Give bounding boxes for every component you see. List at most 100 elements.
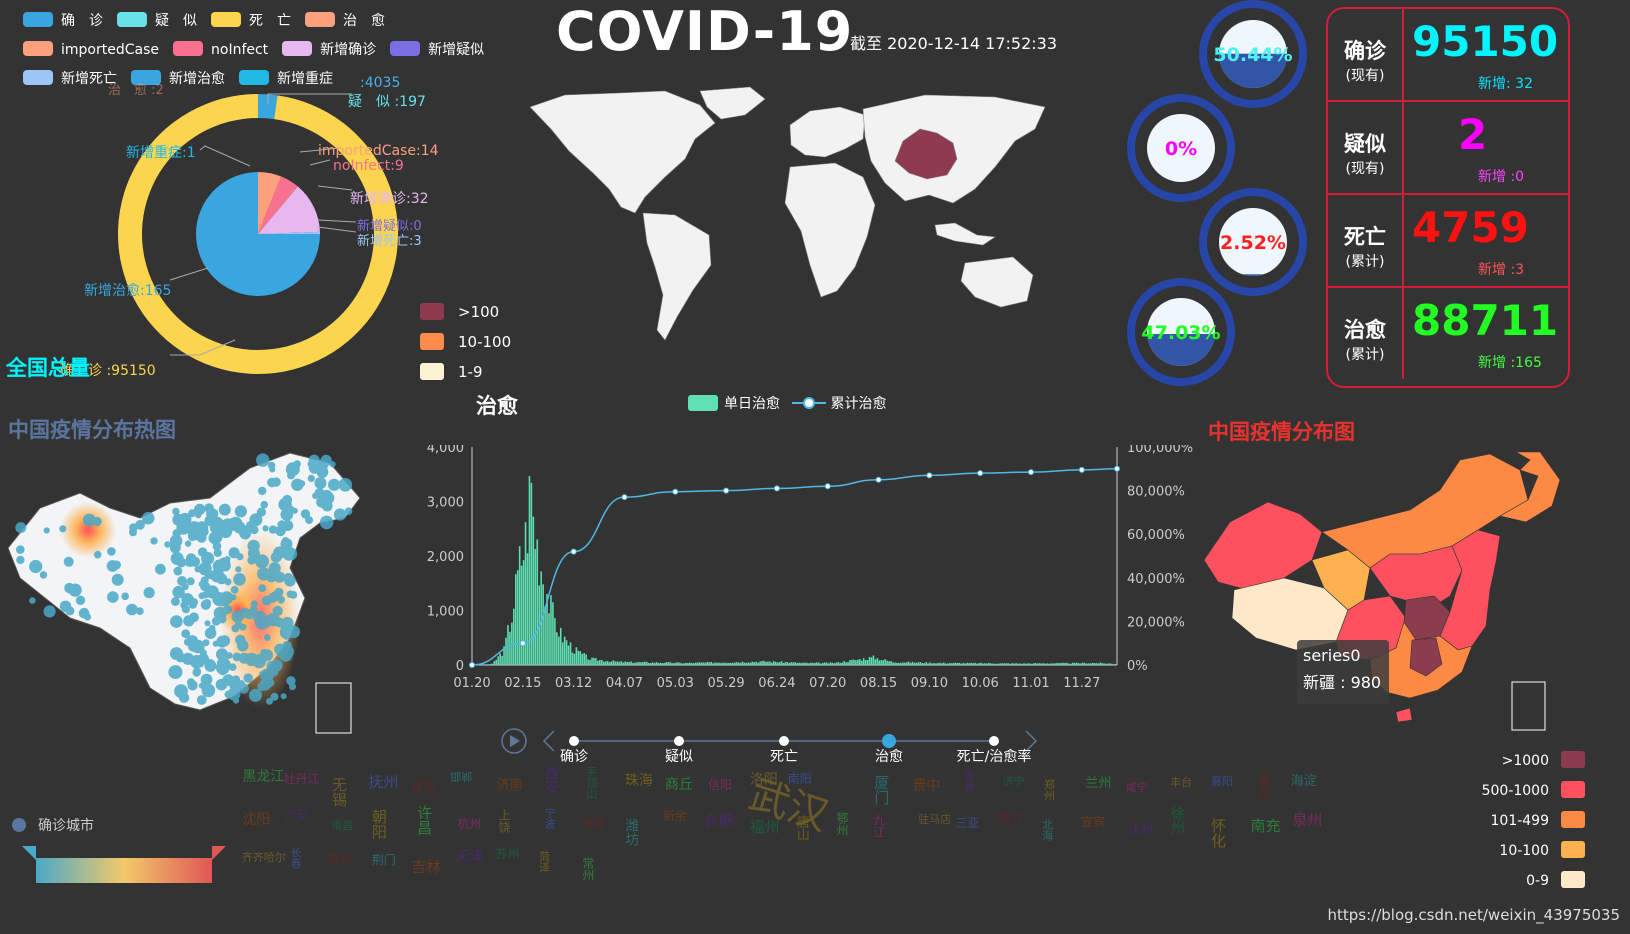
city-dot[interactable] (247, 539, 260, 553)
city-dot[interactable] (135, 519, 146, 530)
city-dot[interactable] (219, 560, 231, 572)
city-dot[interactable] (59, 525, 67, 533)
city-dot[interactable] (200, 576, 209, 585)
city-dot[interactable] (233, 521, 246, 534)
city-dot[interactable] (256, 507, 266, 517)
city-dot[interactable] (29, 559, 43, 574)
city-dot[interactable] (249, 555, 257, 562)
city-dot[interactable] (236, 553, 244, 561)
city-dot[interactable] (253, 610, 266, 624)
city-dot[interactable] (328, 478, 341, 491)
city-dot[interactable] (213, 548, 222, 558)
city-dot[interactable] (243, 673, 253, 683)
city-dot[interactable] (223, 605, 233, 614)
city-dot[interactable] (107, 547, 116, 556)
city-dot[interactable] (256, 453, 270, 467)
city-dot[interactable] (184, 540, 192, 547)
pie-legend-item[interactable]: noInfect (173, 41, 268, 58)
city-dot[interactable] (308, 461, 321, 474)
city-dot[interactable] (200, 673, 213, 686)
city-dot[interactable] (256, 619, 264, 627)
city-dot[interactable] (276, 546, 284, 554)
city-dot[interactable] (250, 605, 258, 613)
timeline-node[interactable] (989, 736, 999, 746)
city-dot[interactable] (212, 541, 222, 551)
city-dot[interactable] (283, 633, 290, 640)
city-dot[interactable] (261, 595, 272, 606)
city-dot[interactable] (195, 512, 202, 519)
city-dot[interactable] (258, 486, 267, 496)
city-dot[interactable] (64, 582, 75, 594)
china-legend-swatch[interactable] (1561, 871, 1585, 888)
pie-legend-item[interactable]: 疑 似 (117, 12, 197, 29)
city-dot[interactable] (260, 649, 268, 657)
city-dot[interactable] (83, 613, 92, 621)
city-dot[interactable] (274, 587, 284, 597)
city-dot[interactable] (243, 525, 251, 532)
city-dot[interactable] (188, 509, 197, 518)
city-dot[interactable] (298, 480, 306, 487)
city-dot[interactable] (284, 547, 298, 561)
city-dot[interactable] (275, 525, 286, 537)
city-dot[interactable] (201, 551, 215, 566)
city-dot[interactable] (210, 532, 223, 544)
timeline-label[interactable]: 死亡 (770, 749, 798, 765)
city-dot[interactable] (183, 638, 192, 646)
city-dot[interactable] (234, 621, 243, 629)
city-dot[interactable] (215, 678, 228, 691)
city-dot[interactable] (186, 577, 195, 586)
city-dot[interactable] (234, 505, 247, 518)
city-dot[interactable] (194, 503, 206, 516)
city-dot[interactable] (126, 603, 138, 616)
city-dot[interactable] (300, 509, 311, 519)
timeline-node[interactable] (779, 736, 789, 746)
city-dot[interactable] (227, 687, 241, 701)
city-dot[interactable] (198, 682, 205, 689)
city-dot[interactable] (217, 614, 227, 624)
pie-legend-item[interactable]: 治 愈 (305, 12, 385, 29)
city-dot[interactable] (181, 629, 191, 639)
city-dot[interactable] (217, 592, 231, 607)
city-dot[interactable] (320, 454, 332, 467)
city-dot[interactable] (333, 508, 347, 521)
prev-arrow-icon[interactable] (542, 730, 555, 752)
city-dot[interactable] (150, 537, 158, 545)
pie-legend-item[interactable]: 新增重症 (239, 70, 333, 87)
city-dot[interactable] (255, 554, 269, 569)
city-dot[interactable] (141, 511, 155, 525)
city-dot[interactable] (75, 595, 86, 605)
pie-legend-item[interactable]: 死 亡 (211, 12, 291, 29)
timeline-label[interactable]: 确诊 (560, 749, 588, 765)
city-dot[interactable] (170, 552, 184, 565)
city-dot[interactable] (259, 670, 266, 678)
city-dot[interactable] (266, 660, 277, 672)
timeline-label[interactable]: 疑似 (665, 749, 693, 765)
city-dot[interactable] (231, 610, 244, 623)
city-dot[interactable] (257, 682, 267, 691)
timeline-label[interactable]: 死亡/治愈率 (957, 748, 1032, 765)
city-dot[interactable] (216, 573, 228, 585)
city-dot[interactable] (329, 461, 336, 468)
city-dot[interactable] (268, 525, 278, 534)
city-dot[interactable] (65, 606, 75, 616)
city-dot[interactable] (170, 597, 180, 606)
city-dot[interactable] (307, 474, 315, 482)
china-legend-swatch[interactable] (1561, 751, 1585, 768)
heat-legend[interactable]: 确诊城市 (12, 815, 94, 835)
city-dot[interactable] (229, 517, 237, 525)
city-dot[interactable] (192, 668, 201, 677)
city-dot[interactable] (183, 615, 195, 627)
city-dot[interactable] (262, 525, 269, 532)
city-dot[interactable] (43, 605, 56, 618)
city-dot[interactable] (231, 675, 241, 684)
city-dot[interactable] (229, 663, 237, 671)
city-dot[interactable] (143, 587, 155, 599)
city-dot[interactable] (204, 514, 216, 527)
city-dot[interactable] (282, 640, 292, 651)
city-dot[interactable] (258, 584, 267, 593)
city-dot[interactable] (212, 640, 219, 647)
city-dot[interactable] (194, 566, 201, 573)
city-dot[interactable] (286, 676, 296, 686)
city-dot[interactable] (249, 525, 259, 535)
city-dot[interactable] (245, 652, 259, 667)
